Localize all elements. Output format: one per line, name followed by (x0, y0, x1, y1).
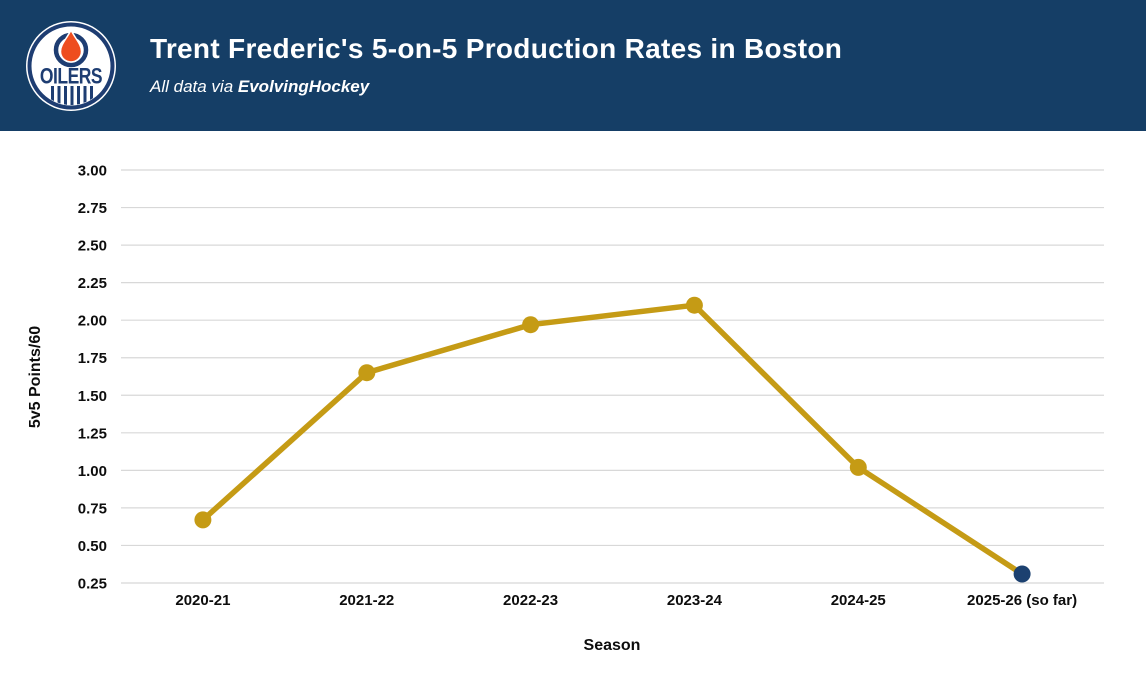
subtitle-brand: EvolvingHockey (237, 76, 370, 96)
y-tick-label: 2.50 (78, 238, 107, 255)
page-title: Trent Frederic's 5-on-5 Production Rates… (150, 33, 843, 65)
y-tick-label: 2.75 (78, 200, 107, 217)
data-point-markers (194, 296, 1031, 583)
data-point (685, 296, 703, 314)
data-series-line (200, 302, 1025, 577)
y-tick-label: 1.50 (78, 388, 107, 405)
y-tick-label: 0.75 (78, 500, 107, 517)
y-tick-label: 1.75 (78, 350, 107, 367)
y-tick-label: 3.00 (78, 163, 107, 180)
data-point-current-season (1013, 565, 1031, 583)
y-axis-title: 5v5 Points/60 (27, 326, 44, 428)
header-banner: OILERS Trent Frederic's 5-on-5 Productio… (0, 0, 1146, 131)
y-axis-tick-labels: 0.25 0.50 0.75 1.00 1.25 1.50 1.75 2.00 2.25 2.50… (78, 163, 107, 593)
x-tick-label: 2020-21 (175, 592, 230, 609)
gridlines (121, 169, 1104, 584)
series-line (200, 302, 1025, 577)
data-source-note: All data via EvolvingHockey (150, 77, 842, 97)
logo-ring (27, 22, 115, 109)
x-tick-label: 2024-25 (831, 592, 886, 609)
x-axis-title: Season (584, 637, 641, 654)
x-tick-label: 2025-26 (so far) (967, 592, 1077, 609)
data-point (849, 458, 867, 476)
y-tick-label: 1.25 (78, 425, 107, 442)
oilers-logo-icon: OILERS (26, 20, 116, 111)
y-tick-label: 2.00 (78, 313, 107, 330)
data-point (522, 316, 540, 334)
logo-wordmark: OILERS (40, 64, 102, 88)
logo-oil-drop-icon (59, 27, 83, 63)
x-tick-label: 2023-24 (667, 592, 723, 609)
subtitle-prefix: All data via (150, 76, 238, 96)
x-axis-tick-labels: 2020-21 2021-22 2022-23 2023-24 2024-25 2025-… (175, 592, 1077, 609)
data-point (194, 511, 212, 529)
header-text-block: Trent Frederic's 5-on-5 Production Rates… (150, 33, 843, 97)
y-tick-label: 2.25 (78, 275, 107, 292)
data-point (358, 364, 376, 382)
logo-stripes (51, 85, 93, 105)
y-tick-label: 1.00 (78, 463, 107, 480)
x-tick-label: 2022-23 (503, 592, 558, 609)
y-tick-label: 0.25 (78, 576, 107, 593)
line-chart: 0.25 0.50 0.75 1.00 1.25 1.50 1.75 2.00 2.25 2.50… (0, 131, 1146, 676)
x-tick-label: 2021-22 (339, 592, 394, 609)
y-tick-label: 0.50 (78, 538, 107, 555)
